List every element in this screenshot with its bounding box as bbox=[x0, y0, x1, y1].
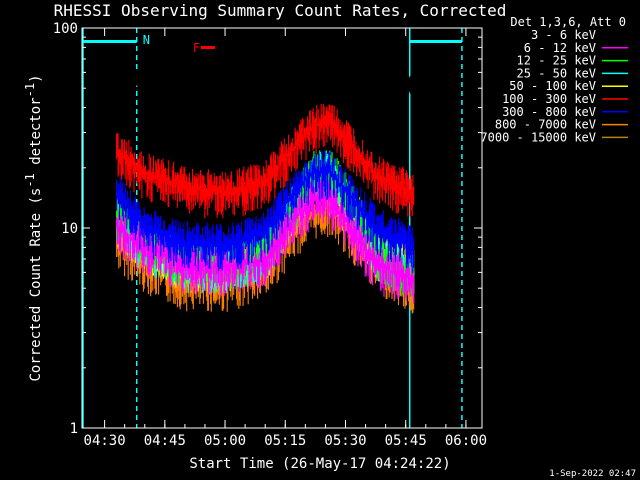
x-tick-label: 05:15 bbox=[264, 433, 306, 449]
flare-label: F bbox=[193, 41, 200, 55]
x-tick-label: 04:30 bbox=[84, 433, 126, 449]
y-axis-label-sup2: -1 bbox=[23, 83, 37, 97]
flare-bar bbox=[200, 46, 215, 49]
chart-title: RHESSI Observing Summary Count Rates, Co… bbox=[54, 1, 507, 20]
legend-header: Det 1,3,6, Att 0 bbox=[510, 15, 626, 29]
series-layer bbox=[116, 65, 415, 314]
x-tick-label: 05:00 bbox=[204, 433, 246, 449]
y-axis-label-end: ) bbox=[28, 74, 44, 82]
legend-label: 7000 - 15000 keV bbox=[480, 130, 596, 144]
x-axis-label: Start Time (26-May-17 04:24:22) bbox=[189, 456, 450, 472]
y-axis-label: Corrected Count Rate (s-1 detector-1) bbox=[23, 74, 44, 381]
legend-label: 25 - 50 keV bbox=[517, 66, 596, 80]
x-tick-label: 05:45 bbox=[385, 433, 427, 449]
y-tick-label: 100 bbox=[53, 21, 78, 37]
legend-label: 50 - 100 keV bbox=[509, 79, 596, 93]
footer-date: 1-Sep-2022 02:47 bbox=[549, 469, 636, 479]
series-100-300keV bbox=[116, 103, 415, 219]
legend-label: 800 - 7000 keV bbox=[495, 118, 596, 132]
x-tick-label: 04:45 bbox=[144, 433, 186, 449]
night-bar-right bbox=[409, 40, 462, 43]
night-label: N bbox=[143, 33, 150, 47]
y-axis-label-mid: detector bbox=[28, 97, 44, 173]
x-tick-label: 05:30 bbox=[324, 433, 366, 449]
legend-label: 100 - 300 keV bbox=[502, 92, 596, 106]
legend-label: 300 - 800 keV bbox=[502, 105, 596, 119]
legend-label: 3 - 6 keV bbox=[531, 28, 596, 42]
series-3-6keV-line bbox=[116, 67, 415, 94]
legend-label: 6 - 12 keV bbox=[524, 41, 596, 55]
series-6-12keV bbox=[116, 177, 415, 304]
axis-ticks: 04:30 04:45 05:00 05:15 05:30 05:45 06:00 1 10 10… bbox=[53, 21, 487, 449]
night-bar-left bbox=[83, 40, 137, 43]
series-300-800keV bbox=[116, 150, 415, 273]
x-tick-label: 06:00 bbox=[445, 433, 487, 449]
y-tick-label: 10 bbox=[61, 221, 78, 237]
y-axis-label-main: Corrected Count Rate (s bbox=[28, 188, 44, 382]
y-axis-label-sup1: -1 bbox=[23, 173, 37, 187]
legend-label: 12 - 25 keV bbox=[517, 54, 596, 68]
y-tick-label: 1 bbox=[70, 421, 78, 437]
